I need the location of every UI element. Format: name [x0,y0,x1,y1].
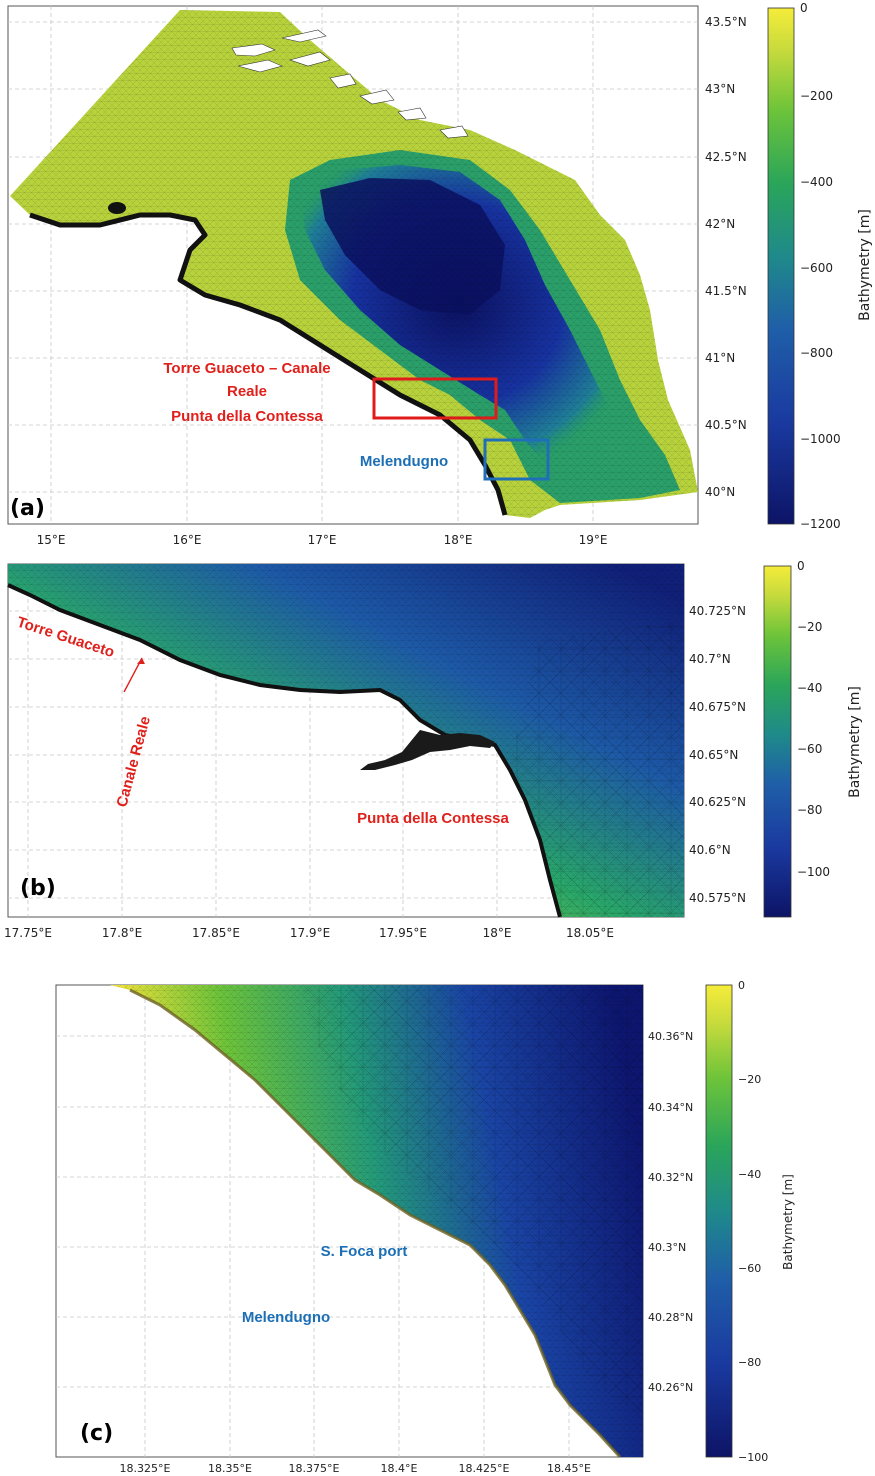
panel-a-annotation-red-1: Torre Guaceto – Canale [163,360,330,377]
panel-b-x-ticks: 17.75°E 17.8°E 17.85°E 17.9°E 17.95°E 18… [4,926,614,940]
panel-b-mesh-coarse [510,620,684,917]
panel-b-inlet [360,730,495,770]
panel-a-x-tick: 18°E [444,533,473,547]
panel-b-cb-tick: −20 [797,620,822,634]
panel-b-cb-tick: 0 [797,559,805,573]
panel-c-coastline [129,988,622,1459]
panel-a-cb-tick: −1200 [800,517,841,531]
panel-b-y-tick: 40.725°N [689,604,746,618]
panel-a: Torre Guaceto – Canale Reale Punta della… [7,1,873,547]
panel-a-cb-tick: −200 [800,89,833,103]
panel-c-y-tick: 40.36°N [648,1030,693,1043]
panel-b-y-tick: 40.575°N [689,891,746,905]
panel-a-y-tick: 42°N [705,217,735,231]
panel-b-y-tick: 40.7°N [689,652,731,666]
panel-b-x-tick: 17.85°E [192,926,240,940]
panel-c-label: (c) [80,1421,113,1446]
panel-a-cb-tick: −400 [800,175,833,189]
panel-a-blue-box [483,438,550,481]
panel-a-label: (a) [10,496,45,521]
panel-c-y-tick: 40.26°N [648,1381,693,1394]
panel-b-label: (b) [20,876,56,901]
panel-c-x-tick: 18.425°E [459,1462,510,1475]
panel-a-annotation-red-2: Reale [227,383,267,400]
panel-b-cb-tick: −60 [797,742,822,756]
panel-b-annotation-canale: Canale Reale [113,714,154,809]
panel-b-canale-arrowhead [137,658,145,664]
panel-a-y-tick: 41°N [705,351,735,365]
panel-a-colorbar-label: Bathymetry [m] [857,209,873,321]
panel-b-x-tick: 17.9°E [290,926,330,940]
panel-b-x-tick: 18°E [483,926,512,940]
panel-b-y-ticks: 40.725°N 40.7°N 40.675°N 40.65°N 40.625°… [689,604,746,905]
panel-b-colorbar-label: Bathymetry [m] [847,686,863,798]
panel-a-x-tick: 16°E [173,533,202,547]
panel-b-cb-tick: −100 [797,865,830,879]
panel-c-cb-tick: −40 [738,1168,761,1181]
panel-b-x-tick: 17.8°E [102,926,142,940]
panel-a-mesh [10,10,698,518]
panel-c-cb-tick: 0 [738,979,745,992]
panel-a-red-box [372,377,498,420]
panel-a-y-tick: 43°N [705,82,735,96]
panel-a-y-tick: 40°N [705,485,735,499]
panel-c-x-tick: 18.45°E [547,1462,591,1475]
panel-a-cb-tick: 0 [800,1,808,15]
panel-b-y-tick: 40.625°N [689,795,746,809]
panel-b-colorbar: 0 −20 −40 −60 −80 −100 Bathymetry [m] [763,559,863,918]
panel-c-x-tick: 18.325°E [120,1462,171,1475]
panel-a-y-tick: 43.5°N [705,15,747,29]
panel-c-cb-tick: −20 [738,1073,761,1086]
panel-c: S. Foca port Melendugno (c) 18.325°E 18.… [55,979,795,1475]
panel-a-islands [231,29,469,139]
panel-b-coastline [7,583,562,918]
panel-c-colorbar: 0 −20 −40 −60 −80 −100 Bathymetry [m] [705,979,795,1464]
panel-a-y-ticks: 43.5°N 43°N 42.5°N 42°N 41.5°N 41°N 40.5… [705,15,747,499]
panel-a-cb-tick: −800 [800,346,833,360]
panel-a-y-tick: 41.5°N [705,284,747,298]
panel-a-cb-tick: −600 [800,261,833,275]
panel-c-y-tick: 40.28°N [648,1311,693,1324]
panel-c-colorbar-label: Bathymetry [m] [781,1174,795,1270]
panel-c-x-tick: 18.35°E [208,1462,252,1475]
panel-a-colorbar: 0 −200 −400 −600 −800 −1000 −1200 Bathym… [767,1,873,531]
panel-c-y-tick: 40.3°N [648,1241,686,1254]
panel-a-annotation-red-3: Punta della Contessa [171,408,323,425]
panel-b-cb-tick: −40 [797,681,822,695]
panel-b-x-tick: 17.95°E [379,926,427,940]
panel-c-cb-tick: −60 [738,1262,761,1275]
panel-b-mesh-fine [8,564,684,917]
panel-b-x-tick: 18.05°E [566,926,614,940]
panel-c-y-tick: 40.32°N [648,1171,693,1184]
panel-c-cb-tick: −80 [738,1356,761,1369]
panel-c-mesh-coarse [300,985,643,1420]
panel-b-y-tick: 40.6°N [689,843,731,857]
panel-a-x-tick: 15°E [37,533,66,547]
panel-c-y-tick: 40.34°N [648,1101,693,1114]
panel-a-x-tick: 17°E [308,533,337,547]
panel-b-annotation-punta: Punta della Contessa [357,810,509,827]
panel-c-x-ticks: 18.325°E 18.35°E 18.375°E 18.4°E 18.425°… [120,1462,591,1475]
panel-b-cb-tick: −80 [797,803,822,817]
panel-c-cb-tick: −100 [738,1451,768,1464]
panel-a-x-ticks: 15°E 16°E 17°E 18°E 19°E [37,533,608,547]
panel-a-y-tick: 40.5°N [705,418,747,432]
panel-c-x-tick: 18.4°E [381,1462,418,1475]
panel-c-annotation-port: S. Foca port [321,1243,408,1260]
panel-a-annotation-blue: Melendugno [360,453,448,470]
panel-a-coastline [29,212,508,516]
panel-a-y-tick: 42.5°N [705,150,747,164]
panel-b-x-tick: 17.75°E [4,926,52,940]
panel-b-y-tick: 40.675°N [689,700,746,714]
panel-a-lake [108,202,126,214]
panel-a-cb-tick: −1000 [800,432,841,446]
panel-c-x-tick: 18.375°E [289,1462,340,1475]
panel-a-x-tick: 19°E [579,533,608,547]
panel-c-y-ticks: 40.36°N 40.34°N 40.32°N 40.3°N 40.28°N 4… [648,1030,693,1394]
panel-c-annotation-town: Melendugno [242,1309,330,1326]
panel-b-y-tick: 40.65°N [689,748,738,762]
panel-b: Torre Guaceto Canale Reale Punta della C… [4,559,863,940]
